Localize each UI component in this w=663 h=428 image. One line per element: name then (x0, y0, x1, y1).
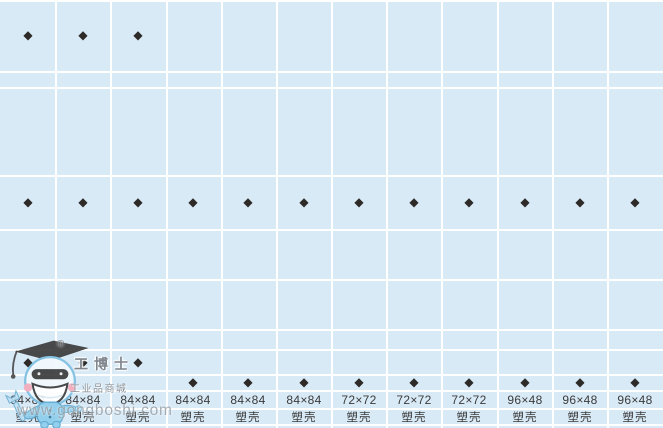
size-label: 72×72 (396, 393, 432, 407)
case-label: 塑壳 (180, 412, 206, 424)
size-label: 84×84 (230, 393, 266, 407)
diamond-marker: ◆ (464, 195, 474, 209)
case-label: 塑壳 (70, 412, 96, 424)
grid-line-horizontal (0, 71, 663, 73)
diamond-marker: ◆ (78, 195, 88, 209)
diamond-marker: ◆ (575, 375, 585, 389)
diamond-marker: ◆ (23, 355, 33, 369)
size-label: 84×84 (120, 393, 156, 407)
diamond-marker: ◆ (23, 195, 33, 209)
grid-line-horizontal (0, 349, 663, 351)
grid-line-vertical (441, 0, 443, 428)
case-label: 塑壳 (291, 412, 317, 424)
diamond-marker: ◆ (464, 375, 474, 389)
diamond-marker: ◆ (23, 28, 33, 42)
grid-line-vertical (221, 0, 223, 428)
grid-line-horizontal (0, 87, 663, 89)
size-label: 96×48 (562, 393, 598, 407)
case-label: 塑壳 (401, 412, 427, 424)
diamond-marker: ◆ (78, 28, 88, 42)
diamond-marker: ◆ (520, 375, 530, 389)
diamond-marker: ◆ (133, 195, 143, 209)
grid-line-vertical (166, 0, 168, 428)
size-label: 72×72 (451, 393, 487, 407)
case-label: 塑壳 (567, 412, 593, 424)
grid-line-horizontal (0, 374, 663, 376)
size-label: 84×84 (286, 393, 322, 407)
diamond-marker: ◆ (188, 375, 198, 389)
grid-line-horizontal (0, 279, 663, 281)
case-label: 塑壳 (456, 412, 482, 424)
grid-line-horizontal (0, 390, 663, 392)
grid-line-vertical (386, 0, 388, 428)
case-label: 塑壳 (125, 412, 151, 424)
size-label: 84×84 (175, 393, 211, 407)
grid-line-vertical (607, 0, 609, 428)
grid-line-vertical (497, 0, 499, 428)
grid-line-vertical (552, 0, 554, 428)
diamond-marker: ◆ (299, 375, 309, 389)
mascot-tassel (11, 350, 18, 375)
diamond-marker: ◆ (243, 195, 253, 209)
diamond-marker: ◆ (520, 195, 530, 209)
grid-line-horizontal (0, 175, 663, 177)
diamond-marker: ◆ (78, 355, 88, 369)
diamond-marker: ◆ (299, 195, 309, 209)
diamond-marker: ◆ (409, 195, 419, 209)
size-label: 84×84 (65, 393, 101, 407)
diamond-marker: ◆ (243, 375, 253, 389)
diamond-marker: ◆ (133, 355, 143, 369)
diamond-marker: ◆ (188, 195, 198, 209)
grid-line-horizontal (0, 329, 663, 331)
case-label: 塑壳 (512, 412, 538, 424)
diamond-marker: ◆ (354, 375, 364, 389)
grid-line-vertical (110, 0, 112, 428)
diamond-marker: ◆ (354, 195, 364, 209)
grid-line-vertical (276, 0, 278, 428)
size-label: 96×48 (507, 393, 543, 407)
size-label: 84×84 (10, 393, 46, 407)
case-label: 塑壳 (15, 412, 41, 424)
grid-line-horizontal (0, 408, 663, 410)
diamond-marker: ◆ (630, 195, 640, 209)
grid-line-vertical (331, 0, 333, 428)
case-label: 塑壳 (622, 412, 648, 424)
grid-line-horizontal (0, 424, 663, 426)
case-label: 塑壳 (346, 412, 372, 424)
grid-line-horizontal (0, 0, 663, 2)
size-label: 96×48 (617, 393, 653, 407)
grid-line-horizontal (0, 229, 663, 231)
diamond-marker: ◆ (575, 195, 585, 209)
diamond-marker: ◆ (630, 375, 640, 389)
diamond-marker: ◆ (409, 375, 419, 389)
case-label: 塑壳 (235, 412, 261, 424)
grid-line-vertical (55, 0, 57, 428)
size-label: 72×72 (341, 393, 377, 407)
diamond-marker: ◆ (133, 28, 143, 42)
